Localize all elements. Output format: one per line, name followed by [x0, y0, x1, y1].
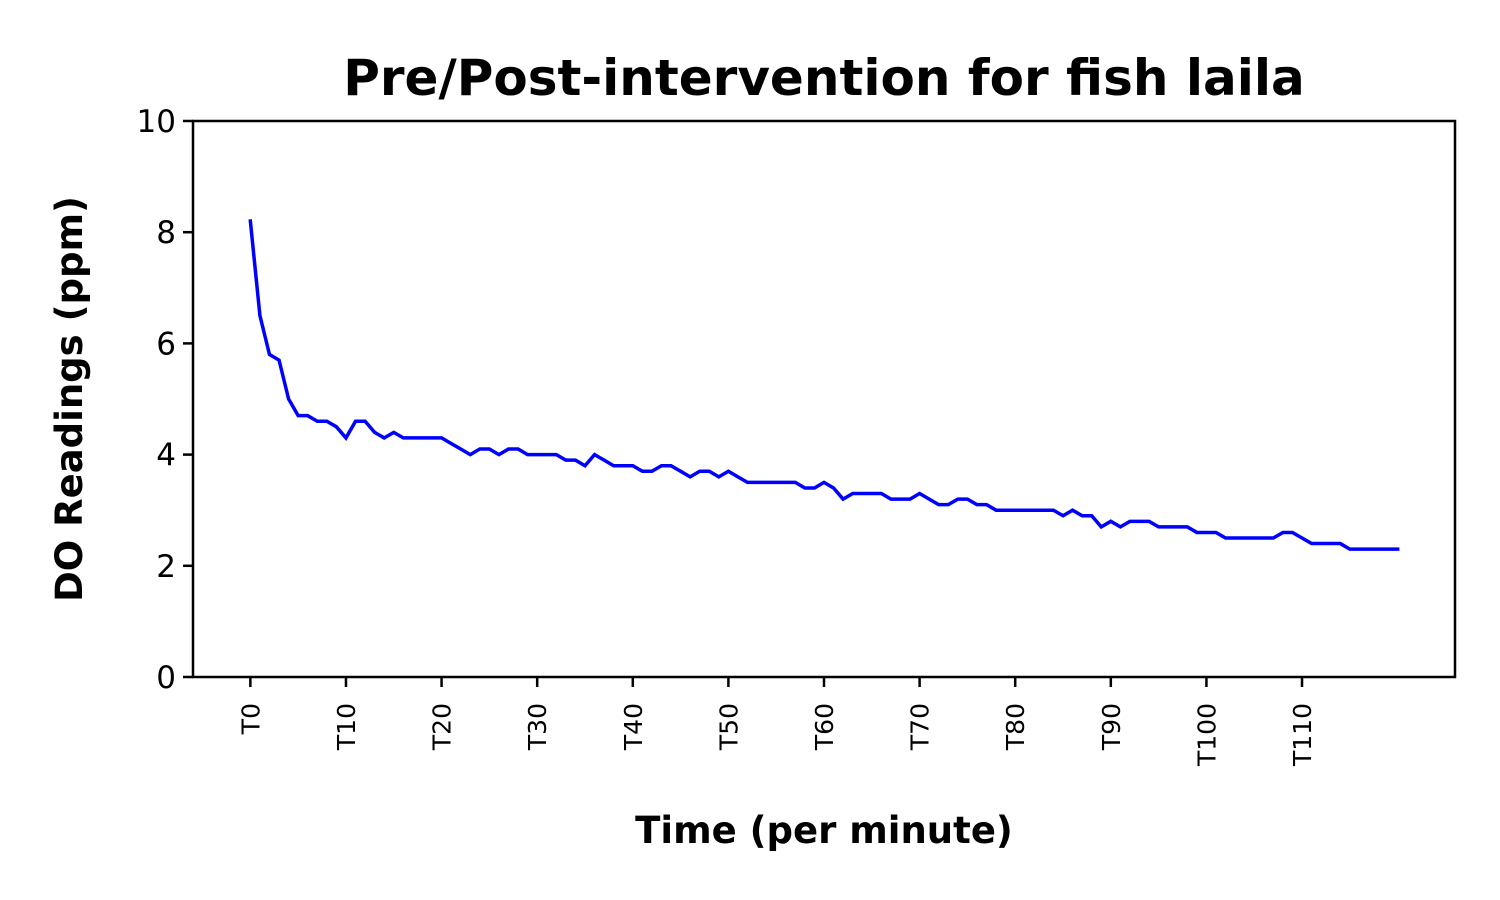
x-tick-label: T80	[1001, 703, 1030, 751]
x-axis: T0 T10 T20 T30 T40 T50 T60 T70 T80 T90 T100 T110	[236, 677, 1317, 767]
y-tick-label: 0	[156, 660, 176, 696]
x-tick-label: T20	[428, 703, 457, 751]
chart-title: Pre/Post-intervention for fish laila	[343, 49, 1304, 107]
plot-frame	[191, 119, 1457, 679]
x-tick-label: T40	[619, 703, 648, 751]
x-tick-label: T30	[523, 703, 552, 751]
x-tick-label: T60	[810, 703, 839, 751]
x-axis-label: Time (per minute)	[635, 809, 1013, 852]
y-axis: 0 2 4 6 8 10	[137, 104, 193, 696]
y-tick-label: 2	[156, 549, 176, 585]
plot-area	[248, 219, 1400, 551]
y-tick-label: 6	[156, 326, 176, 362]
x-tick-label: T100	[1192, 703, 1221, 767]
x-tick-label: T0	[236, 703, 265, 735]
y-tick-label: 4	[156, 438, 176, 474]
y-axis-label: DO Readings (ppm)	[48, 196, 91, 602]
x-tick-label: T90	[1097, 703, 1126, 751]
y-tick-label: 8	[156, 215, 176, 251]
x-tick-label: T70	[906, 703, 935, 751]
x-tick-label: T110	[1288, 703, 1317, 767]
y-tick-label: 10	[137, 104, 176, 140]
x-tick-label: T50	[714, 703, 743, 751]
series-line	[248, 219, 1400, 551]
x-tick-label: T10	[332, 703, 361, 751]
